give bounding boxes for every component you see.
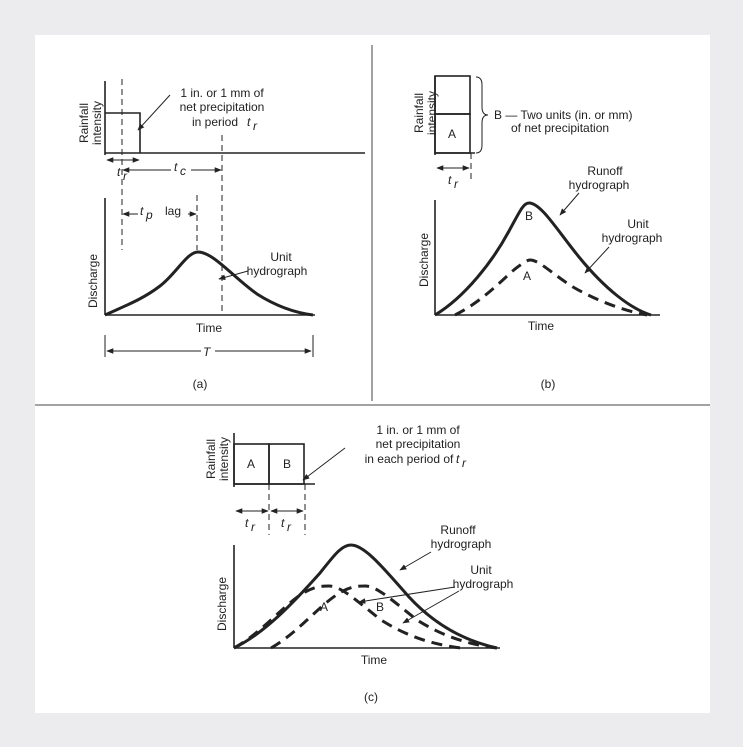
c-tr2-sub: r — [287, 520, 292, 534]
b-runoff-hydrograph-curve — [434, 201, 652, 317]
c-unit-pointer-B — [402, 590, 460, 624]
a-time-label: Time — [196, 321, 223, 335]
c-runoff-label-2: hydrograph — [431, 537, 492, 551]
c-unit-hydrograph-A-curve — [233, 584, 462, 650]
b-runoff-label-2: hydrograph — [569, 178, 630, 192]
c-block-A-label: A — [247, 457, 255, 471]
c-block-B-label: B — [283, 457, 291, 471]
a-unit-hydrograph-curve — [104, 250, 314, 317]
b-runoff-pointer — [559, 192, 580, 216]
b-curve-A-label: A — [523, 269, 531, 283]
c-note-line3: in each period of — [365, 452, 454, 466]
a-caption: (a) — [193, 377, 208, 391]
a-tc-sub: c — [180, 164, 186, 178]
c-unit-label-1: Unit — [470, 563, 492, 577]
a-unit-label-1: Unit — [270, 250, 292, 264]
b-discharge-label: Discharge — [417, 233, 431, 287]
c-time-label: Time — [361, 653, 388, 667]
b-unit-pointer — [584, 246, 610, 274]
b-brace-line2: of net precipitation — [511, 121, 609, 135]
a-tr-sub: r — [123, 169, 128, 183]
c-unit-pointer-A — [358, 586, 456, 604]
a-note-line2: net precipitation — [180, 100, 265, 114]
a-T-var: T — [203, 345, 212, 359]
c-unit-hydrograph-B-curve — [270, 584, 498, 650]
b-rainfall-label-2: intensity — [425, 91, 439, 135]
b-runoff-label-1: Runoff — [587, 164, 623, 178]
panel-b: Rainfall intensity A B — Two units (in. … — [412, 75, 663, 391]
c-note-var: t — [456, 452, 460, 466]
b-block-A-label: A — [448, 127, 456, 141]
a-lag-label: lag — [165, 204, 181, 218]
c-note-sub: r — [462, 456, 467, 470]
b-curve-B-label: B — [525, 209, 533, 223]
figure-page: Rainfall intensity 1 in. or 1 mm of net … — [35, 35, 710, 713]
panel-c: Rainfall intensity A B 1 in. or 1 mm of … — [204, 423, 513, 704]
b-brace — [475, 76, 489, 154]
c-note-pointer — [302, 447, 346, 481]
c-note-line1: 1 in. or 1 mm of — [376, 423, 460, 437]
a-unit-label-2: hydrograph — [247, 264, 308, 278]
a-tc-var: t — [174, 160, 178, 174]
b-caption: (b) — [541, 377, 556, 391]
c-caption: (c) — [364, 690, 378, 704]
hydrograph-figure: Rainfall intensity 1 in. or 1 mm of net … — [35, 45, 710, 704]
a-tp-var: t — [140, 204, 144, 218]
c-note-line2: net precipitation — [376, 437, 461, 451]
c-rainfall-label-1: Rainfall — [204, 439, 218, 479]
a-note-sub: r — [253, 119, 258, 133]
a-note-line3: in period — [192, 115, 238, 129]
c-tr2-var: t — [281, 516, 285, 530]
a-rainfall-label-2: intensity — [90, 101, 104, 145]
a-discharge-label: Discharge — [86, 254, 100, 308]
c-runoff-label-1: Runoff — [440, 523, 476, 537]
b-unit-hydrograph-curve — [454, 258, 648, 317]
b-unit-label-2: hydrograph — [602, 231, 663, 245]
c-runoff-hydrograph-curve — [233, 543, 498, 650]
b-time-label: Time — [528, 319, 555, 333]
a-tp-sub: p — [145, 208, 153, 222]
c-tr1-var: t — [245, 516, 249, 530]
a-rainfall-block — [105, 112, 141, 153]
b-unit-label-1: Unit — [627, 217, 649, 231]
panel-a: Rainfall intensity 1 in. or 1 mm of net … — [77, 79, 365, 391]
c-tr1-sub: r — [251, 520, 256, 534]
c-curve-A-label: A — [320, 600, 328, 614]
b-block-B — [434, 75, 471, 115]
a-note-pointer — [137, 94, 171, 131]
b-tr-var: t — [448, 173, 452, 187]
c-runoff-pointer — [399, 551, 432, 571]
a-note-var: t — [247, 115, 251, 129]
b-tr-sub: r — [454, 177, 459, 191]
a-unit-pointer — [218, 270, 249, 281]
c-rainfall-label-2: intensity — [217, 437, 231, 481]
a-tr-var: t — [117, 165, 121, 179]
c-unit-label-2: hydrograph — [453, 577, 514, 591]
a-note-line1: 1 in. or 1 mm of — [180, 86, 264, 100]
b-brace-line1: B — Two units (in. or mm) — [494, 108, 632, 122]
b-rainfall-label-1: Rainfall — [412, 93, 426, 133]
a-rainfall-label-1: Rainfall — [77, 103, 91, 143]
c-curve-B-label: B — [376, 600, 384, 614]
c-discharge-label: Discharge — [215, 577, 229, 631]
